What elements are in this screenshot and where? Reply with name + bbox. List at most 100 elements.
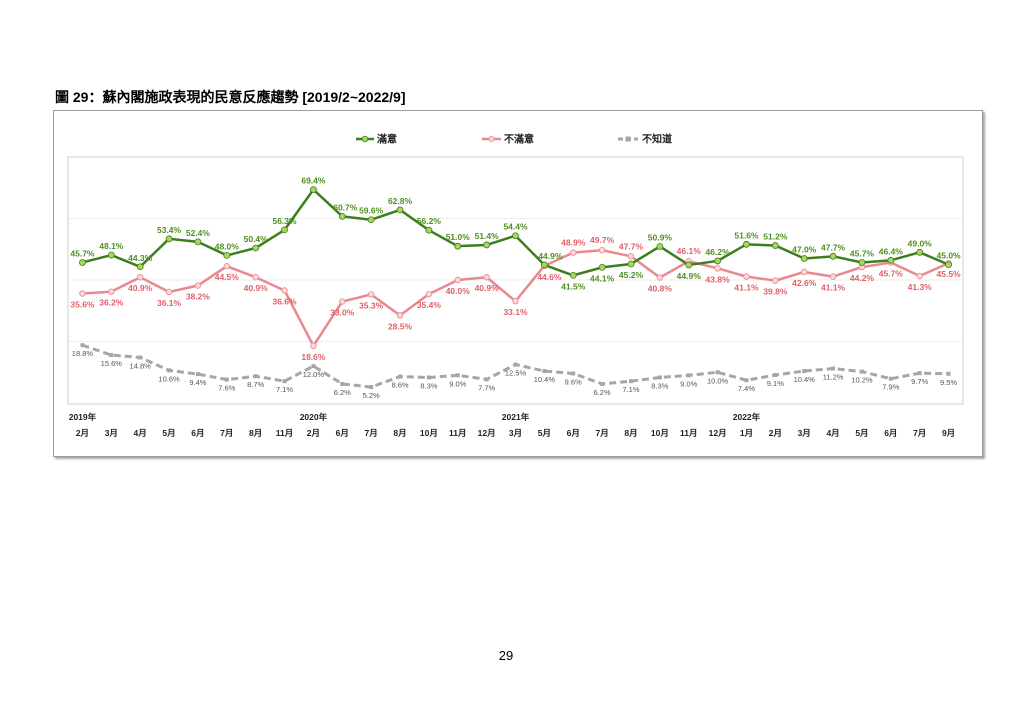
dont-know-point: [600, 381, 605, 386]
month-tick-label: 5月: [855, 428, 868, 438]
satisfied-point: [252, 244, 260, 252]
dissatisfied-point: [714, 265, 721, 272]
dont-know-value-label: 10.2%: [851, 376, 873, 385]
satisfied-point: [425, 226, 433, 234]
satisfied-point: [887, 256, 895, 264]
dont-know-point: [369, 385, 374, 390]
dont-know-point: [859, 369, 864, 374]
satisfied-value-label: 60.7%: [333, 202, 358, 212]
satisfied-point: [310, 186, 317, 193]
satisfied-value-label: 50.4%: [244, 234, 269, 244]
dissatisfied-value-label: 28.5%: [388, 321, 413, 331]
dissatisfied-point: [136, 274, 144, 281]
legend-label-satisfied: 滿意: [377, 133, 397, 146]
dissatisfied-point: [108, 288, 115, 295]
satisfied-value-label: 54.4%: [503, 222, 528, 232]
dissatisfied-point: [425, 290, 433, 298]
dont-know-point: [282, 379, 287, 384]
legend-item-dissatisfied: 不滿意: [482, 133, 534, 146]
year-tick-label: 2020年: [300, 412, 328, 422]
satisfied-value-label: 51.4%: [475, 231, 500, 241]
dissatisfied-value-label: 40.9%: [244, 283, 269, 293]
satisfied-value-label: 47.7%: [821, 242, 846, 252]
satisfied-value-label: 48.1%: [99, 241, 124, 251]
dont-know-value-label: 8.3%: [420, 381, 437, 390]
dont-know-value-label: 7.4%: [738, 384, 755, 393]
month-tick-label: 11月: [449, 428, 467, 438]
dont-know-value-label: 8.7%: [247, 380, 264, 389]
dont-know-point: [484, 377, 489, 382]
dissatisfied-value-label: 43.8%: [706, 274, 731, 284]
satisfied-point: [540, 261, 548, 269]
satisfied-point: [136, 263, 144, 271]
satisfied-point: [945, 261, 952, 269]
dont-know-value-label: 15.6%: [101, 359, 123, 368]
chart-frame: 滿意 不滿意 不知道 45.7% 48.1% 44.3% 53.4% 52.4% 48.0…: [53, 110, 983, 457]
dissatisfied-point: [194, 282, 202, 289]
legend-label-dont-know: 不知道: [642, 133, 672, 146]
month-tick-label: 11月: [276, 428, 294, 438]
satisfied-point: [512, 232, 519, 240]
dissatisfied-point: [570, 249, 577, 256]
dont-know-point: [340, 381, 345, 386]
satisfied-point: [627, 260, 635, 268]
month-tick-label: 3月: [105, 428, 118, 438]
dont-know-point: [831, 366, 836, 371]
dissatisfied-point: [165, 288, 173, 296]
dont-know-value-label: 12.0%: [303, 370, 325, 379]
dont-know-value-label: 10.6%: [158, 374, 180, 383]
dissatisfied-value-label: 36.2%: [99, 298, 124, 308]
dissatisfied-point: [79, 290, 86, 297]
dissatisfied-point: [396, 312, 404, 319]
dissatisfied-value-label: 40.8%: [648, 284, 673, 294]
dissatisfied-point: [281, 287, 288, 294]
dissatisfied-point: [483, 274, 490, 281]
satisfied-value-label: 46.2%: [706, 247, 731, 257]
dont-know-value-label: 10.0%: [707, 376, 729, 385]
satisfied-point: [569, 271, 577, 279]
month-tick-label: 10月: [651, 428, 669, 438]
month-tick-label: 5月: [162, 428, 175, 438]
dissatisfied-value-label: 47.7%: [619, 241, 644, 251]
satisfied-value-label: 46.4%: [879, 246, 904, 256]
satisfied-point: [714, 257, 721, 265]
satisfied-point: [454, 242, 462, 250]
dont-know-point: [888, 376, 893, 381]
dissatisfied-value-label: 18.6%: [301, 352, 326, 362]
dont-know-point: [715, 370, 720, 375]
dont-know-point: [195, 372, 200, 377]
dont-know-point: [773, 373, 778, 378]
satisfied-value-label: 56.3%: [272, 216, 297, 226]
dissatisfied-point: [627, 253, 635, 260]
dissatisfied-point: [512, 298, 519, 305]
dont-know-point: [802, 369, 807, 374]
legend: 滿意 不滿意 不知道: [356, 133, 672, 146]
legend-marker-dont-know: [625, 136, 631, 142]
month-tick-label: 8月: [393, 428, 406, 438]
dont-know-value-label: 9.0%: [449, 379, 466, 388]
dont-know-point: [455, 373, 460, 378]
month-tick-label: 6月: [567, 428, 580, 438]
satisfied-value-label: 53.4%: [157, 225, 182, 235]
dissatisfied-point: [772, 277, 779, 284]
legend-item-satisfied: 滿意: [356, 133, 397, 146]
month-tick-label: 12月: [709, 428, 727, 438]
satisfied-point: [916, 248, 924, 256]
line-chart: 滿意 不滿意 不知道 45.7% 48.1% 44.3% 53.4% 52.4% 48.0…: [67, 133, 964, 438]
dissatisfied-point: [339, 298, 346, 305]
dont-know-value-label: 9.1%: [767, 379, 784, 388]
dissatisfied-value-label: 48.9%: [561, 238, 586, 248]
dissatisfied-point: [367, 291, 375, 298]
dissatisfied-value-label: 41.1%: [821, 283, 846, 293]
dont-know-point: [917, 371, 922, 376]
month-tick-label: 2月: [307, 428, 320, 438]
dont-know-value-label: 8.3%: [651, 381, 668, 390]
satisfied-value-label: 51.0%: [446, 232, 471, 242]
dissatisfied-value-label: 41.1%: [734, 283, 759, 293]
month-tick-label: 6月: [336, 428, 349, 438]
dont-know-value-label: 18.8%: [72, 349, 94, 358]
dont-know-point: [946, 371, 951, 376]
satisfied-point: [598, 263, 606, 271]
plot-layer: 45.7% 48.1% 44.3% 53.4% 52.4% 48.0% 50.4%56.3%…: [67, 156, 964, 438]
satisfied-point: [338, 212, 346, 220]
